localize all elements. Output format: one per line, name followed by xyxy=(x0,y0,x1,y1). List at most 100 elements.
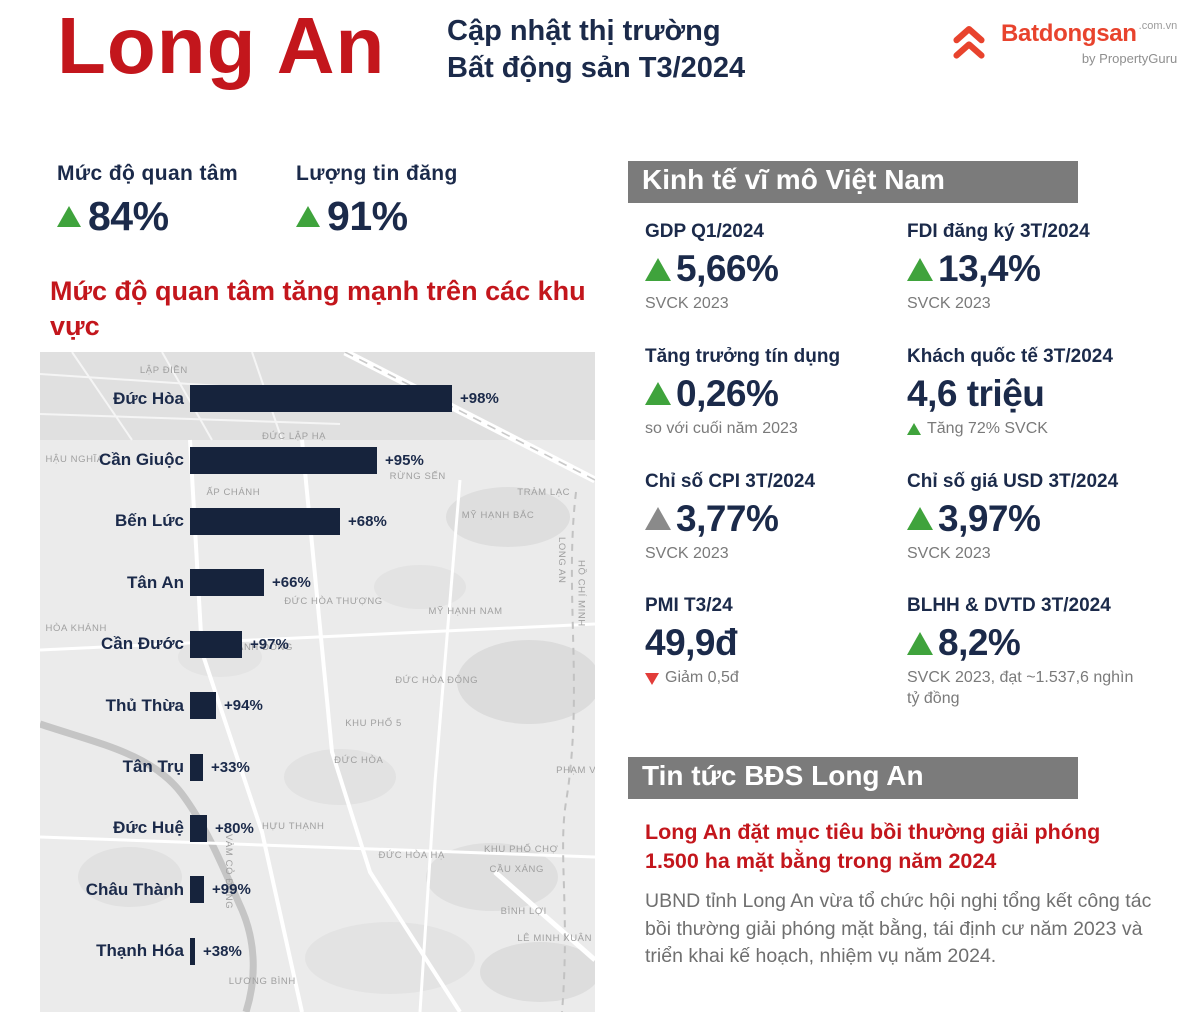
subtitle-line1: Cập nhật thị trường xyxy=(447,15,721,47)
stat-caption-row: SVCK 2023 xyxy=(907,544,1150,565)
map-place-label: HẬU NGHĨA xyxy=(45,454,104,466)
kpi-row: Mức độ quan tâm 84% Lượng tin đăng 91% xyxy=(57,162,458,240)
stat-title: Tăng trưởng tín dụng xyxy=(645,345,841,367)
stat-caption: SVCK 2023 xyxy=(645,544,729,562)
caption-trend-icon xyxy=(907,423,921,436)
bar-row: Thạnh Hóa +38% xyxy=(40,921,595,982)
bar-value: +94% xyxy=(224,697,263,715)
stat-title: Chỉ số CPI 3T/2024 xyxy=(645,470,816,492)
stat-value: 3,77% xyxy=(676,497,779,539)
stat-caption: SVCK 2023 xyxy=(907,544,991,562)
trend-up-icon xyxy=(907,257,933,281)
stat-value: 4,6 triệu xyxy=(907,372,1045,414)
macro-stat: FDI đăng ký 3T/2024 13,4% SVCK 2023 xyxy=(907,221,1150,315)
map-place-label: THẠNH ĐÔNG xyxy=(223,642,294,654)
bar-label: Thạnh Hóa xyxy=(96,941,184,961)
bar xyxy=(190,814,207,842)
subtitle-line2: Bất động sản T3/2024 xyxy=(447,51,746,84)
batdongsan-logo: Batdongsan .com.vn by PropertyGuru xyxy=(946,20,1177,66)
stat-caption-row: SVCK 2023, đạt ~1.537,6 nghìn tỷ đồng xyxy=(907,668,1150,710)
stat-value-row: 4,6 triệu xyxy=(907,373,1150,415)
bar-value: +99% xyxy=(212,881,251,899)
logo-domain: .com.vn xyxy=(1138,20,1178,32)
map-place-label: LẬP ĐIỀN xyxy=(139,365,188,377)
trend-up-icon xyxy=(645,382,671,406)
bar xyxy=(190,569,264,597)
stat-caption-row: Giảm 0,5đ xyxy=(645,668,907,689)
bar xyxy=(190,507,340,535)
stat-title: BLHH & DVTD 3T/2024 xyxy=(907,595,1111,617)
trend-up-icon xyxy=(645,507,671,531)
bar-value: +38% xyxy=(203,942,242,960)
bar xyxy=(190,446,377,474)
bar-value: +66% xyxy=(272,574,311,592)
bar-value: +97% xyxy=(250,635,289,653)
bar xyxy=(190,630,242,658)
map-place-label: RỪNG SẾN xyxy=(389,470,446,482)
bar-value: +68% xyxy=(348,512,387,530)
batdongsan-logo-icon xyxy=(946,20,992,66)
stat-value: 13,4% xyxy=(938,248,1041,289)
map-place-label: KHU PHỐ 5 xyxy=(345,718,402,730)
bar xyxy=(190,876,204,904)
bar-chart-rows: Đức Hòa +98% Cần Giuộc +95% Bến Lức +68%… xyxy=(40,368,595,982)
news-section-header: Tin tức BĐS Long An xyxy=(628,757,1078,799)
bar-value: +95% xyxy=(385,451,424,469)
bar-label: Tân Trụ xyxy=(122,757,184,777)
map-place-label: ĐỨC HÒA xyxy=(334,754,384,766)
stat-title: Khách quốc tế 3T/2024 xyxy=(907,345,1113,367)
kpi-label: Mức độ quan tâm xyxy=(57,162,239,185)
stat-caption: Giảm 0,5đ xyxy=(665,669,739,687)
news-body: UBND tỉnh Long An vừa tổ chức hội nghị t… xyxy=(645,890,1152,968)
bar-value: +98% xyxy=(460,390,499,408)
bar-row: Cần Giuộc +95% xyxy=(40,429,595,490)
bar-row: Bến Lức +68% xyxy=(40,491,595,552)
stat-value: 8,2% xyxy=(938,622,1021,664)
bar-row: Châu Thành +99% xyxy=(40,859,595,920)
macro-stat: Tăng trưởng tín dụng 0,26% so với cuối n… xyxy=(645,346,907,440)
map-place-label: HỰU THẠNH xyxy=(262,820,325,832)
trend-up-icon xyxy=(57,206,81,227)
trend-up-icon xyxy=(645,257,671,281)
bar xyxy=(190,937,195,965)
stat-caption: SVCK 2023, đạt ~1.537,6 nghìn tỷ đồng xyxy=(907,669,1134,708)
kpi-value-row: 84% xyxy=(57,193,238,240)
map-place-label: ĐỨC LẬP HẠ xyxy=(262,431,327,443)
trend-up-icon xyxy=(907,507,933,531)
map-place-label: ĐỨC HÒA ĐÔNG xyxy=(395,675,479,687)
stat-caption: so với cuối năm 2023 xyxy=(645,419,798,437)
bar xyxy=(190,692,216,720)
map-place-label: MỸ HẠNH NAM xyxy=(428,606,503,618)
logo-text: Batdongsan .com.vn by PropertyGuru xyxy=(1001,20,1177,66)
page-subtitle: Cập nhật thị trường Bất động sản T3/2024 xyxy=(447,13,745,86)
bar-label: Cần Giuộc xyxy=(98,450,184,470)
caption-trend-icon xyxy=(645,672,659,685)
bar-label: Cần Đước xyxy=(101,634,184,654)
bar-value: +33% xyxy=(211,758,250,776)
bar xyxy=(190,385,452,413)
map-place-label: LONG AN xyxy=(556,536,568,584)
kpi: Mức độ quan tâm 84% xyxy=(57,162,238,240)
bar-label: Đức Huệ xyxy=(113,818,184,838)
trend-up-icon xyxy=(296,206,321,227)
map-place-label: BÌNH LỢI xyxy=(500,906,547,918)
logo-brand: Batdongsan xyxy=(1001,20,1137,47)
macro-stat: Chỉ số giá USD 3T/2024 3,97% SVCK 2023 xyxy=(907,471,1150,565)
news-headline: Long An đặt mục tiêu bồi thường giải phó… xyxy=(645,820,1101,874)
kpi-value-row: 91% xyxy=(296,193,458,240)
map-place-label: HỒ CHÍ MINH xyxy=(575,559,587,627)
stat-value-row: 0,26% xyxy=(645,373,907,415)
macro-stat: Chỉ số CPI 3T/2024 3,77% SVCK 2023 xyxy=(645,471,907,565)
stat-value: 3,97% xyxy=(938,497,1041,539)
bar xyxy=(190,753,203,781)
map-place-label: MỸ HẠNH BẮC xyxy=(461,510,535,522)
bar-value: +80% xyxy=(215,819,254,837)
stat-value-row: 3,77% xyxy=(645,498,907,540)
kpi-value: 91% xyxy=(327,193,408,239)
stat-caption: SVCK 2023 xyxy=(645,295,729,312)
stat-value-row: 49,9đ xyxy=(645,622,907,664)
stat-caption-row: SVCK 2023 xyxy=(645,544,907,565)
macro-stat: BLHH & DVTD 3T/2024 8,2% SVCK 2023, đạt … xyxy=(907,595,1150,710)
bar-label: Bến Lức xyxy=(115,511,184,531)
